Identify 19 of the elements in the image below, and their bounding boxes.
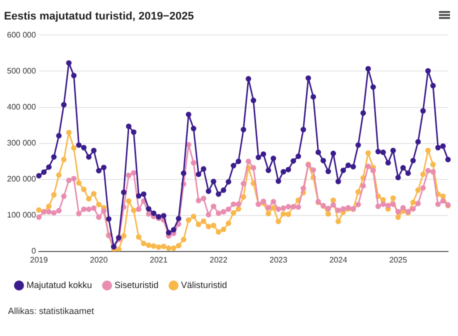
y-tick-label: 100 000 — [6, 210, 36, 220]
y-tick-label: 500 000 — [6, 66, 36, 76]
x-tick-label: 2019 — [30, 255, 48, 264]
y-tick-label: 300 000 — [6, 138, 36, 148]
y-tick-label: 0 — [31, 246, 36, 256]
y-tick-label: 600 000 — [6, 30, 36, 40]
text: Allikas: statistikaamet — [8, 306, 94, 316]
x-tick-label: 2020 — [90, 255, 108, 264]
legend-label: Majutatud kokku — [26, 280, 92, 290]
x-tick-label: 2023 — [269, 255, 288, 264]
y-tick-label: 200 000 — [6, 174, 36, 184]
x-tick-label: 2025 — [389, 255, 408, 264]
legend-label: Välisturistid — [181, 280, 228, 290]
x-tick-label: 2024 — [329, 255, 348, 264]
x-tick-label: 2022 — [210, 255, 228, 264]
x-tick-label: 2021 — [150, 255, 168, 264]
legend-label: Siseturistid — [114, 280, 159, 290]
y-tick-label: 400 000 — [6, 102, 36, 112]
chart-title: Eestis majutatud turistid, 2019−2025 — [4, 10, 194, 23]
